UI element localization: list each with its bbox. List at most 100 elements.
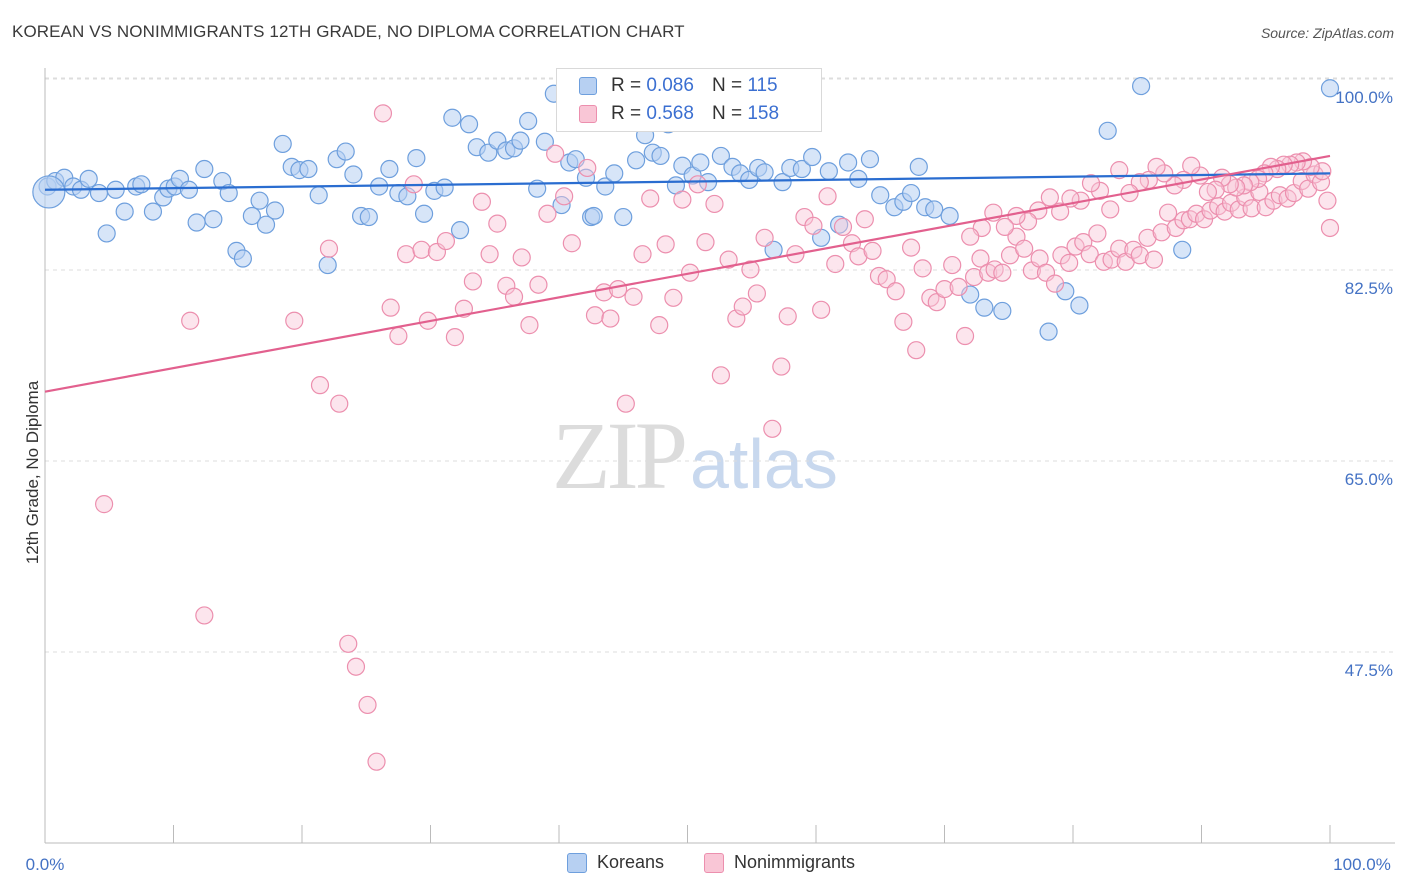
y-tick-label: 82.5%	[1345, 279, 1393, 298]
nonimmigrant-point	[367, 752, 386, 771]
nonimmigrant-point	[616, 394, 635, 413]
korean-point	[318, 255, 337, 275]
korean-point	[792, 159, 811, 179]
nonimmigrant-point	[463, 272, 483, 291]
korean-point	[115, 202, 134, 221]
nonimmigrant-point	[1110, 239, 1129, 258]
trend-lines	[44, 154, 1331, 393]
nonimmigrant-point	[436, 231, 456, 251]
korean-point	[1320, 79, 1340, 98]
korean-point	[711, 146, 731, 166]
nonimmigrant-point	[673, 190, 692, 209]
nonimmigrant-point	[993, 263, 1012, 282]
nonimmigrant-point	[949, 277, 968, 297]
korean-point	[97, 224, 116, 243]
nonimmigrant-point	[609, 279, 628, 299]
korean-point	[273, 134, 292, 154]
nonimmigrant-point	[1242, 199, 1261, 218]
korean-point	[299, 159, 318, 179]
nonimmigrant-point	[585, 306, 605, 325]
nonimmigrant-point	[833, 217, 853, 236]
nonimmigrant-point	[1101, 200, 1120, 219]
korean-point	[975, 298, 994, 317]
korean-point	[250, 191, 269, 210]
nonimmigrant-point	[412, 240, 431, 259]
nonimmigrant-point	[346, 657, 366, 676]
nonimmigrant-point	[863, 241, 882, 260]
nonimmigrant-point	[964, 267, 984, 287]
watermark-atlas: atlas	[690, 425, 838, 503]
nonimmigrant-point	[826, 254, 845, 274]
korean-point	[1070, 296, 1089, 315]
korean-point	[219, 183, 238, 203]
nonimmigrant-point	[1144, 250, 1164, 269]
nonimmigrant-point	[339, 634, 358, 653]
nonimmigrant-point	[641, 189, 660, 208]
korean-point	[925, 200, 944, 219]
nonimmigrant-point	[1051, 202, 1070, 221]
nonimmigrant-point	[310, 376, 330, 395]
chart-title: KOREAN VS NONIMMIGRANTS 12TH GRADE, NO D…	[12, 22, 685, 41]
nonimmigrant-point	[901, 238, 921, 257]
korean-point	[359, 207, 378, 227]
nonimmigrant-point	[358, 695, 377, 715]
nonimmigrant-point	[1040, 188, 1059, 207]
nonimmigrant-point	[546, 144, 565, 163]
stats-legend: R = 0.086 N = 115 R = 0.568 N = 158	[556, 68, 822, 132]
nonimmigrant-point	[195, 606, 214, 625]
nonimmigrant-point	[763, 419, 782, 438]
korean-point	[309, 186, 328, 205]
korean-point	[1132, 76, 1151, 96]
legend-item-koreans[interactable]: Koreans	[567, 852, 664, 873]
watermark-zip: ZIP	[552, 402, 688, 509]
korean-point	[511, 131, 530, 150]
korean-point	[336, 142, 355, 161]
nonimmigrant-point	[995, 217, 1014, 236]
nonimmigrant-point	[1152, 223, 1171, 242]
korean-point	[344, 165, 363, 184]
nonimmigrant-point	[538, 204, 557, 223]
y-tick-label: 47.5%	[1345, 661, 1393, 680]
korean-point	[993, 301, 1012, 321]
nonimmigrant-point	[488, 214, 507, 233]
nonimmigrant-point	[181, 311, 200, 330]
nonimmigrant-point	[95, 495, 114, 514]
nonimmigrant-point	[886, 282, 905, 301]
korean-point	[839, 153, 858, 172]
korean-point	[89, 183, 109, 203]
nonimmigrant-point	[1015, 239, 1034, 258]
legend-swatch-koreans	[567, 852, 587, 873]
nonimmigrant-point	[1081, 174, 1101, 193]
nonimmigrant-point	[601, 309, 620, 328]
series-legend: Koreans Nonimmigrants	[0, 852, 1406, 878]
korean-point	[1056, 282, 1075, 301]
nonimmigrant-point	[480, 245, 499, 264]
nonimmigrant-point	[1052, 246, 1071, 265]
korean-point	[450, 221, 470, 240]
legend-r-label: R =	[611, 75, 642, 96]
korean-point	[535, 132, 554, 151]
korean-point	[773, 173, 792, 192]
nonimmigrant-point	[935, 279, 954, 299]
watermark: ZIPatlas	[552, 400, 838, 511]
nonimmigrant-point	[1158, 203, 1178, 222]
legend-r-value: 0.086	[646, 75, 694, 96]
trend-line-koreans	[44, 172, 1331, 191]
nonimmigrant-point	[755, 228, 774, 247]
series-nonimmigrants-points	[95, 82, 1340, 771]
korean-point	[519, 111, 538, 131]
legend-label-nonimmigrants: Nonimmigrants	[734, 852, 856, 872]
nonimmigrant-point	[719, 250, 738, 269]
legend-n-value: 115	[747, 75, 778, 96]
y-tick-label: 100.0%	[1335, 88, 1393, 107]
nonimmigrant-point	[741, 260, 760, 279]
legend-item-nonimmigrants[interactable]: Nonimmigrants	[704, 852, 855, 873]
nonimmigrant-point	[504, 287, 524, 306]
nonimmigrant-point	[1320, 218, 1340, 238]
nonimmigrant-point	[555, 187, 574, 206]
nonimmigrant-point	[1088, 224, 1107, 243]
legend-label-koreans: Koreans	[597, 852, 665, 872]
nonimmigrant-point	[319, 239, 339, 258]
nonimmigrant-point	[1138, 228, 1157, 247]
